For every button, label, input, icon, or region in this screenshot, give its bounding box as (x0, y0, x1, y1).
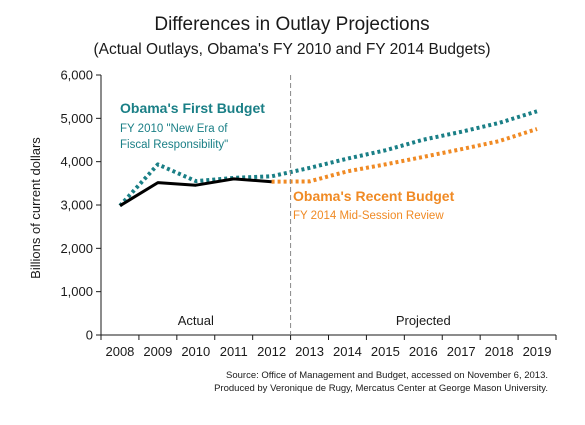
x-tick-label: 2016 (409, 344, 438, 359)
x-tick-label: 2010 (181, 344, 210, 359)
recent-budget-annotation: Obama's Recent Budget FY 2014 Mid-Sessio… (293, 188, 455, 222)
y-tick-label: 4,000 (60, 154, 93, 169)
chart-subtitle: (Actual Outlays, Obama's FY 2010 and FY … (94, 41, 491, 58)
obama-s-recent-budget-line (271, 127, 538, 184)
axes: 0 1,000 2,000 3,000 4,000 5,000 6,000 2008 2009 2… (60, 68, 557, 359)
x-tick-label: 2019 (523, 344, 552, 359)
actual-region-label: Actual (178, 313, 214, 328)
recent-budget-label: Obama's Recent Budget (293, 188, 455, 204)
y-tick-label: 0 (86, 328, 93, 343)
x-tick-label: 2017 (447, 344, 476, 359)
source-line-1: Source: Office of Management and Budget,… (226, 370, 548, 381)
first-budget-annotation: Obama's First Budget FY 2010 "New Era of… (120, 100, 265, 151)
x-tick-label: 2013 (295, 344, 324, 359)
first-budget-detail-line-1: FY 2010 "New Era of (120, 123, 228, 135)
x-tick-label: 2008 (105, 344, 134, 359)
actual-outlays-line (119, 177, 272, 207)
x-tick-label: 2011 (220, 344, 248, 359)
first-budget-detail-line-2: Fiscal Responsibility" (120, 139, 228, 151)
first-budget-label: Obama's First Budget (120, 100, 265, 116)
x-tick-label: 2009 (143, 344, 172, 359)
y-tick-label: 3,000 (60, 198, 93, 213)
obama-s-first-budget-line (118, 109, 538, 208)
y-tick-label: 6,000 (60, 68, 93, 83)
y-tick-label: 2,000 (60, 241, 93, 256)
recent-budget-detail: FY 2014 Mid-Session Review (293, 210, 444, 222)
x-tick-label: 2012 (257, 344, 286, 359)
y-tick-label: 5,000 (60, 111, 93, 126)
x-tick-label: 2014 (333, 344, 362, 359)
y-tick-label: 1,000 (60, 284, 93, 299)
chart-title: Differences in Outlay Projections (154, 14, 429, 35)
x-tick-label: 2015 (371, 344, 400, 359)
x-tick-label: 2018 (485, 344, 514, 359)
projected-region-label: Projected (396, 313, 451, 328)
y-axis-label: Billions of current dollars (28, 137, 43, 279)
series-layer (118, 109, 538, 208)
source-line-2: Produced by Veronique de Rugy, Mercatus … (214, 383, 548, 394)
